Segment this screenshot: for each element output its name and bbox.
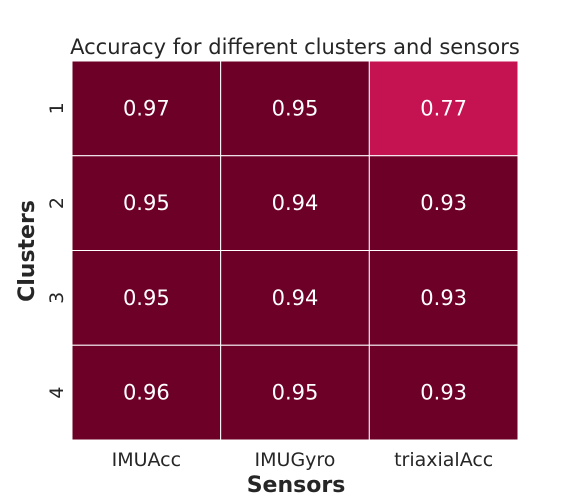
y-tick-label: 1 (46, 102, 68, 114)
y-tick-label: 4 (46, 387, 68, 399)
cell-value-label: 0.94 (272, 286, 319, 310)
cell-value-label: 0.93 (420, 381, 467, 405)
cell-value-label: 0.95 (123, 286, 170, 310)
cell-value-label: 0.95 (272, 381, 319, 405)
cell-value-label: 0.97 (123, 96, 170, 120)
y-axis-label: Clusters (15, 200, 40, 302)
chart-title: Accuracy for different clusters and sens… (70, 35, 520, 59)
cell-value-label: 0.77 (420, 96, 467, 120)
cell-value-label: 0.93 (420, 286, 467, 310)
cell-value-label: 0.95 (272, 96, 319, 120)
y-tick-labels: 1 2 3 4 (46, 102, 68, 398)
y-tick-label: 3 (46, 292, 68, 304)
heatmap-cells: 0.97 0.95 0.77 0.95 0.94 0.93 0.95 0.94 0.93 0.96… (72, 61, 518, 440)
x-tick-label: IMUGyro (255, 449, 336, 471)
x-tick-label: triaxialAcc (394, 449, 493, 471)
cell-value-label: 0.96 (123, 381, 170, 405)
x-tick-labels: IMUAcc IMUGyro triaxialAcc (112, 449, 494, 471)
x-axis-label: Sensors (247, 473, 346, 498)
x-tick-label: IMUAcc (112, 449, 181, 471)
y-tick-label: 2 (46, 197, 68, 209)
cell-value-label: 0.93 (420, 191, 467, 215)
cell-value-label: 0.94 (272, 191, 319, 215)
cell-value-label: 0.95 (123, 191, 170, 215)
